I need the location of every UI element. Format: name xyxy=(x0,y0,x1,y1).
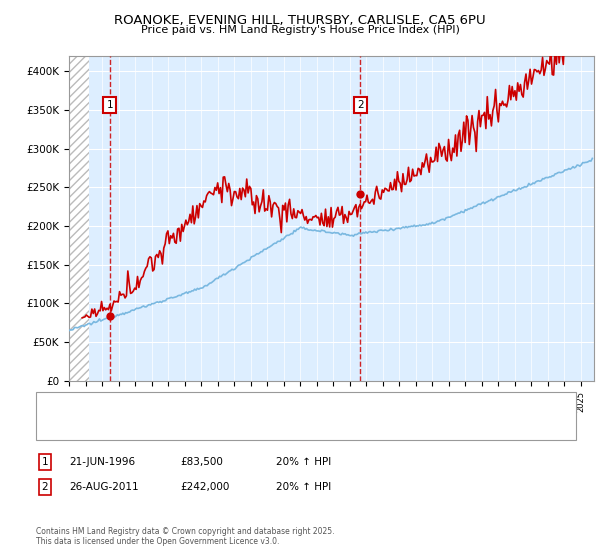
Text: Price paid vs. HM Land Registry's House Price Index (HPI): Price paid vs. HM Land Registry's House … xyxy=(140,25,460,35)
Text: £83,500: £83,500 xyxy=(180,457,223,467)
Text: ROANOKE, EVENING HILL, THURSBY, CARLISLE, CA5 6PU (detached house): ROANOKE, EVENING HILL, THURSBY, CARLISLE… xyxy=(84,400,449,410)
Bar xyxy=(69,56,89,381)
Text: Contains HM Land Registry data © Crown copyright and database right 2025.
This d: Contains HM Land Registry data © Crown c… xyxy=(36,526,335,546)
Text: £242,000: £242,000 xyxy=(180,482,229,492)
Text: 1: 1 xyxy=(41,457,49,467)
Text: 2: 2 xyxy=(41,482,49,492)
Text: HPI: Average price, detached house, Cumberland: HPI: Average price, detached house, Cumb… xyxy=(84,423,325,433)
Text: 1: 1 xyxy=(106,100,113,110)
Text: ——: —— xyxy=(51,421,76,434)
Text: 20% ↑ HPI: 20% ↑ HPI xyxy=(276,482,331,492)
Text: 20% ↑ HPI: 20% ↑ HPI xyxy=(276,457,331,467)
Text: 26-AUG-2011: 26-AUG-2011 xyxy=(69,482,139,492)
Text: ROANOKE, EVENING HILL, THURSBY, CARLISLE, CA5 6PU: ROANOKE, EVENING HILL, THURSBY, CARLISLE… xyxy=(114,14,486,27)
Text: ——: —— xyxy=(51,399,76,412)
Text: 21-JUN-1996: 21-JUN-1996 xyxy=(69,457,135,467)
Text: 2: 2 xyxy=(357,100,364,110)
